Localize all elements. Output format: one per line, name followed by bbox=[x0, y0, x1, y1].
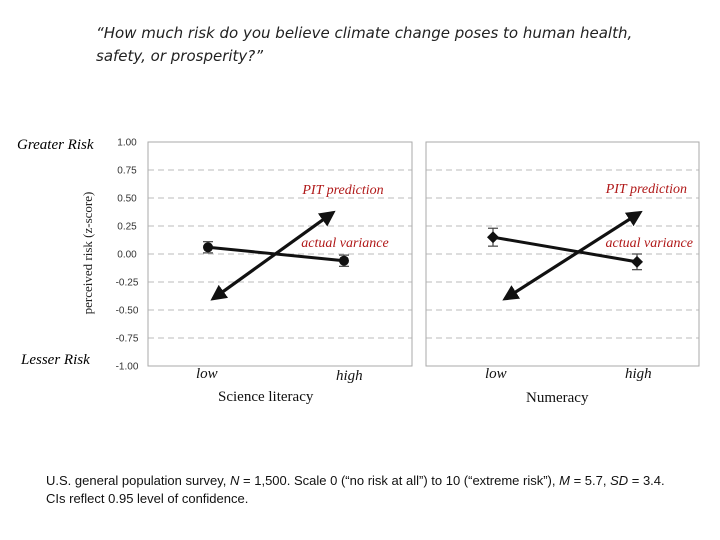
pit-prediction-arrow bbox=[502, 210, 643, 301]
x-axis-title-numeracy: Numeracy bbox=[526, 390, 589, 406]
panel-frame bbox=[425, 141, 700, 367]
data-point-marker bbox=[339, 255, 349, 266]
data-point-marker bbox=[631, 255, 643, 268]
lesser-risk-label: Lesser Risk bbox=[21, 352, 90, 368]
data-point-marker bbox=[203, 242, 213, 253]
actual-variance-line bbox=[207, 245, 345, 263]
y-tick-label: -0.75 bbox=[116, 334, 139, 345]
footnote: U.S. general population survey, N = 1,50… bbox=[46, 473, 665, 506]
data-point-marker bbox=[487, 231, 499, 244]
pit-prediction-arrow bbox=[210, 210, 336, 301]
greater-risk-label: Greater Risk bbox=[17, 137, 94, 153]
annotation-actual-variance: actual variance bbox=[301, 236, 388, 251]
x-category-high-numeracy: high bbox=[625, 366, 652, 382]
x-category-low-science: low bbox=[196, 366, 218, 382]
y-tick-label: -0.25 bbox=[116, 278, 139, 289]
chart-panel-2: PIT prediction actual variance bbox=[425, 141, 700, 367]
annotation-pit-prediction: PIT prediction bbox=[605, 182, 687, 197]
y-tick-label: 1.00 bbox=[117, 138, 137, 149]
actual-variance-line bbox=[492, 235, 638, 264]
y-tick-label: 0.25 bbox=[117, 222, 137, 233]
y-tick-label: 0.50 bbox=[117, 194, 137, 205]
annotation-actual-variance: actual variance bbox=[606, 236, 693, 251]
x-axis-title-science-literacy: Science literacy bbox=[218, 389, 314, 405]
y-tick-label: 0.75 bbox=[117, 166, 137, 177]
y-tick-label: -0.50 bbox=[116, 306, 139, 317]
chart-panel-1: 1.00 0.75 0.50 0.25 0.00 -0.25 -0.50 -0.75 -1.00… bbox=[116, 138, 413, 373]
x-category-high-science: high bbox=[336, 368, 363, 384]
y-tick-label: -1.00 bbox=[116, 362, 139, 373]
panel-frame bbox=[147, 141, 413, 367]
annotation-pit-prediction: PIT prediction bbox=[301, 183, 383, 198]
survey-question: “How much risk do you believe climate ch… bbox=[96, 24, 633, 65]
y-tick-label: 0.00 bbox=[117, 250, 137, 261]
x-category-low-numeracy: low bbox=[485, 366, 507, 382]
